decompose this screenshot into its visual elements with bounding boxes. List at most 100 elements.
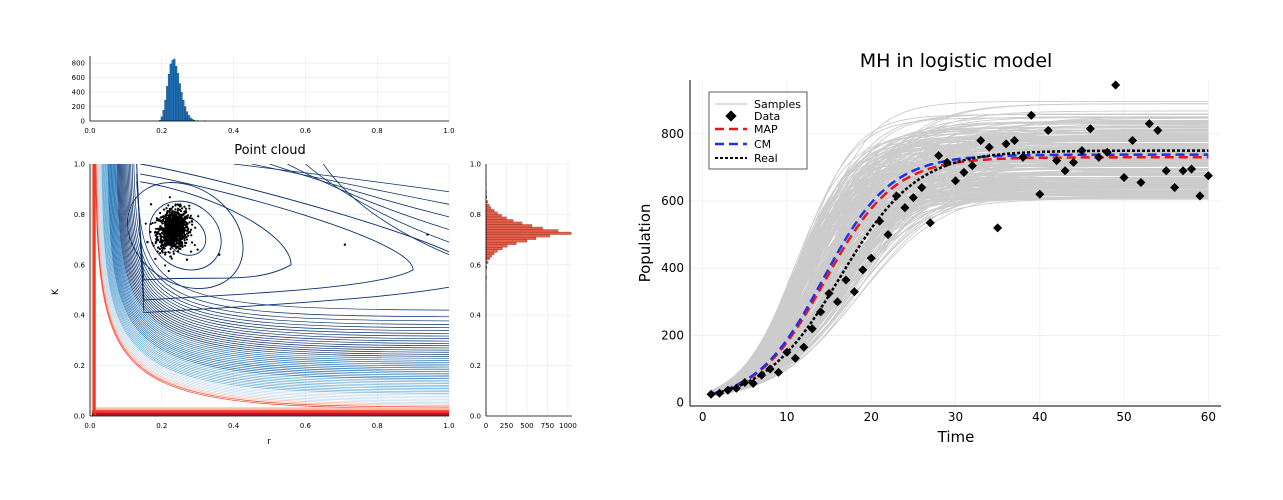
x-tick-label: 1.0 bbox=[443, 127, 454, 135]
sample-point bbox=[158, 247, 162, 251]
legend-real-label: Real bbox=[754, 152, 778, 165]
sample-point bbox=[166, 210, 170, 213]
data-point bbox=[740, 377, 750, 387]
sample-point bbox=[169, 238, 173, 241]
sample-point bbox=[174, 243, 177, 246]
contour-line bbox=[136, 173, 414, 301]
data-point bbox=[832, 297, 843, 307]
sample-point bbox=[176, 209, 179, 212]
sample-curve bbox=[710, 114, 1209, 396]
contour-line bbox=[111, 164, 449, 371]
marginal-r-x-ticks: 0.0 0.2 0.4 0.6 0.8 1.0 bbox=[84, 127, 454, 135]
sample-point bbox=[181, 235, 184, 238]
sample-point bbox=[154, 257, 157, 261]
y-tick-label: 0.0 bbox=[470, 413, 481, 421]
sample-curve bbox=[710, 137, 1209, 395]
sample-point bbox=[183, 219, 186, 222]
marginal-r-histogram: 0.0 0.2 0.4 0.6 0.8 1.0 0 200 400 600 800 bbox=[72, 56, 455, 135]
sample-point bbox=[171, 241, 174, 244]
x-tick-label: 60 bbox=[1201, 410, 1216, 424]
legend: Samples Data MAP CM Real bbox=[708, 91, 808, 170]
sample-point bbox=[167, 221, 170, 224]
histogram-bar bbox=[176, 73, 180, 122]
y-tick-label: 800 bbox=[72, 60, 85, 68]
contour-line bbox=[233, 164, 449, 193]
histogram-bar bbox=[185, 111, 188, 122]
histogram-bar bbox=[485, 219, 514, 223]
histogram-bar bbox=[175, 65, 178, 122]
y-tick-label: 0.8 bbox=[74, 211, 85, 219]
sample-curve bbox=[710, 191, 1209, 394]
sample-point bbox=[149, 230, 152, 234]
sample-point bbox=[168, 211, 171, 215]
sample-point bbox=[154, 242, 157, 245]
x-tick-label: 0.0 bbox=[84, 127, 95, 135]
logistic-ylabel: Population bbox=[636, 204, 654, 283]
sample-point bbox=[170, 207, 173, 210]
sample-point bbox=[156, 250, 159, 253]
sample-point bbox=[177, 203, 180, 206]
histogram-bar bbox=[182, 99, 185, 122]
sample-point bbox=[160, 231, 164, 235]
contour-line bbox=[104, 164, 449, 386]
contour-line bbox=[100, 164, 449, 396]
sample-point bbox=[171, 217, 174, 220]
sample-point bbox=[178, 243, 181, 246]
sample-point bbox=[164, 264, 167, 267]
sample-point bbox=[162, 235, 166, 238]
contour-line bbox=[124, 164, 449, 339]
data-point bbox=[790, 353, 800, 363]
sample-point bbox=[159, 237, 162, 240]
sample-point bbox=[174, 208, 177, 211]
sample-point bbox=[168, 207, 171, 210]
sample-point bbox=[171, 234, 174, 237]
histogram-bar bbox=[485, 226, 543, 230]
sample-point bbox=[179, 209, 183, 213]
sample-point bbox=[171, 223, 175, 227]
sample-curve bbox=[710, 147, 1209, 392]
sample-point bbox=[182, 228, 185, 231]
sample-point bbox=[173, 232, 176, 235]
sample-point bbox=[188, 221, 191, 224]
y-tick-label: 1.0 bbox=[470, 161, 481, 169]
sample-point bbox=[177, 228, 181, 232]
x-tick-label: 0 bbox=[699, 410, 707, 424]
histogram-bar bbox=[485, 241, 517, 245]
sample-point bbox=[180, 238, 183, 241]
contour-line bbox=[96, 164, 449, 406]
sample-point bbox=[175, 247, 178, 250]
sample-curve bbox=[711, 192, 1209, 397]
sample-curve bbox=[710, 190, 1209, 393]
sample-point bbox=[177, 213, 181, 216]
sample-point bbox=[168, 231, 171, 234]
contour-line bbox=[123, 164, 449, 342]
sample-point bbox=[189, 250, 193, 253]
outlier-point bbox=[343, 243, 347, 246]
contour-line bbox=[117, 164, 449, 355]
outlier-point bbox=[196, 248, 199, 251]
histogram-bar bbox=[164, 99, 167, 122]
logistic-xlabel: Time bbox=[937, 428, 975, 446]
logistic-title: MH in logistic model bbox=[860, 50, 1053, 72]
sample-curve bbox=[710, 196, 1209, 396]
contour-line bbox=[114, 164, 449, 363]
sample-point bbox=[144, 222, 147, 225]
sample-curves bbox=[710, 100, 1209, 397]
sample-point bbox=[157, 238, 160, 242]
contour-line bbox=[251, 164, 449, 205]
histogram-bar bbox=[160, 116, 163, 122]
sample-point bbox=[185, 238, 189, 241]
sample-point bbox=[168, 251, 171, 254]
sample-point bbox=[161, 222, 164, 225]
histogram-bar bbox=[167, 73, 171, 122]
sample-point bbox=[175, 239, 178, 242]
sample-point bbox=[164, 251, 167, 254]
sample-point bbox=[186, 214, 190, 217]
sample-point bbox=[170, 245, 173, 249]
sample-point bbox=[168, 196, 171, 199]
sample-point bbox=[159, 225, 162, 228]
y-tick-label: 400 bbox=[661, 261, 684, 275]
contour-line bbox=[121, 164, 449, 347]
y-tick-label: 0.2 bbox=[74, 362, 85, 370]
